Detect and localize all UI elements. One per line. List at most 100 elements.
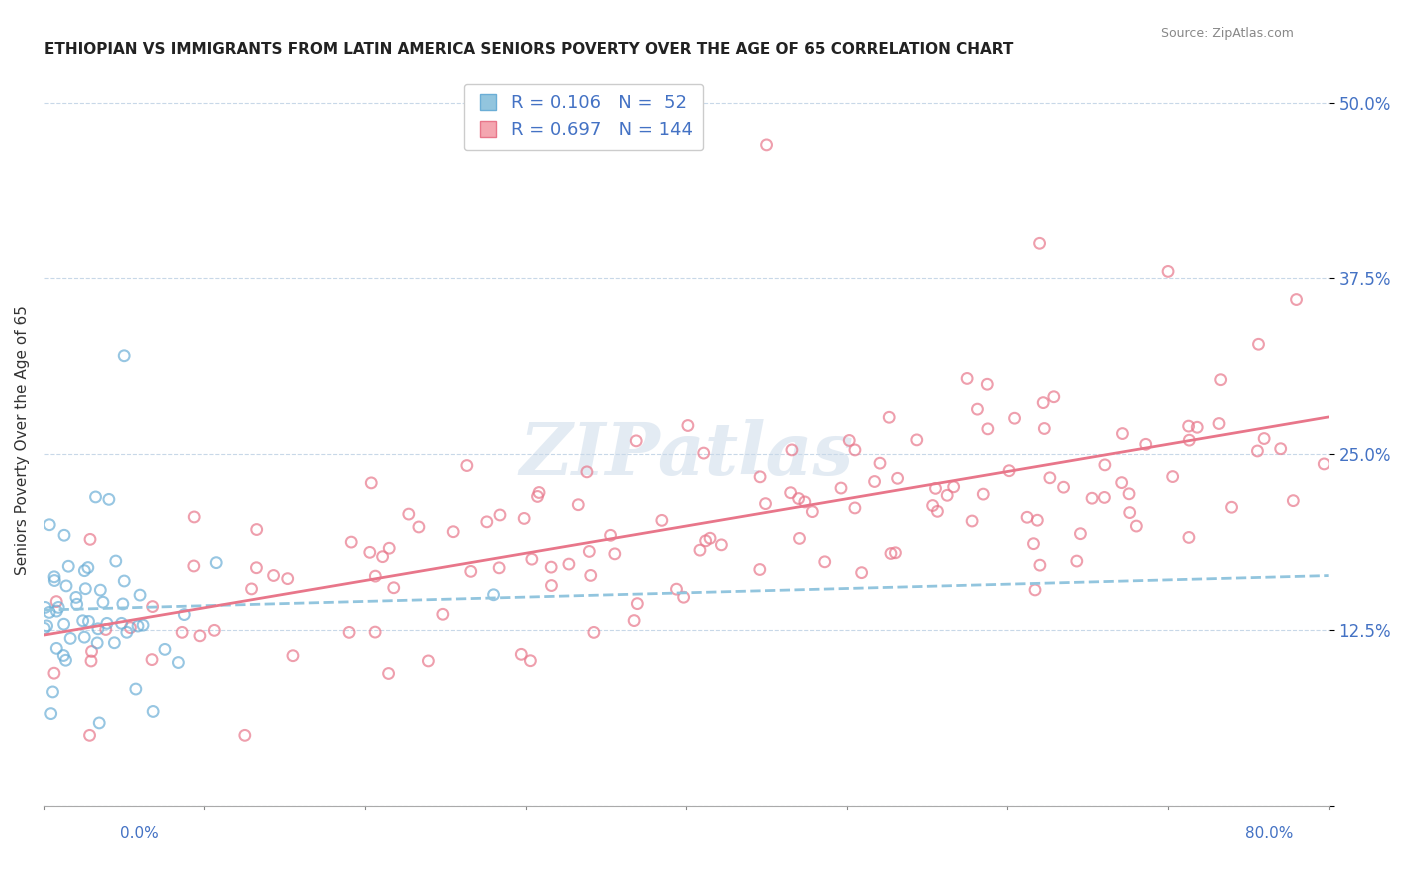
Point	[240, 582, 263, 596]
Point	[1029, 558, 1052, 573]
Point	[142, 599, 165, 614]
Point	[665, 582, 688, 597]
Point	[924, 482, 946, 496]
Point	[1135, 437, 1157, 451]
Point	[408, 520, 430, 534]
Point	[793, 495, 815, 509]
Point	[153, 642, 176, 657]
Point	[1015, 510, 1038, 524]
Point	[1022, 537, 1045, 551]
Point	[42, 570, 65, 584]
Point	[167, 656, 190, 670]
Point	[672, 591, 695, 605]
Point	[1066, 554, 1088, 568]
Point	[125, 681, 148, 696]
Point	[575, 465, 598, 479]
Point	[755, 137, 778, 152]
Point	[510, 648, 533, 662]
Point	[1157, 264, 1180, 278]
Point	[1026, 513, 1049, 527]
Point	[460, 565, 482, 579]
Legend: R = 0.106   N =  52, R = 0.697   N = 144: R = 0.106 N = 52, R = 0.697 N = 144	[464, 84, 703, 151]
Point	[79, 728, 101, 742]
Point	[1253, 432, 1275, 446]
Point	[378, 541, 401, 556]
Point	[1032, 395, 1054, 409]
Point	[844, 500, 866, 515]
Point	[77, 615, 100, 629]
Point	[45, 594, 67, 608]
Point	[371, 549, 394, 564]
Point	[1094, 491, 1116, 505]
Point	[527, 485, 550, 500]
Point	[183, 559, 205, 574]
Point	[364, 569, 387, 583]
Point	[72, 614, 94, 628]
Point	[52, 617, 75, 632]
Point	[45, 604, 67, 618]
Point	[789, 532, 811, 546]
Point	[779, 485, 801, 500]
Point	[38, 517, 60, 532]
Point	[578, 544, 600, 558]
Point	[1285, 293, 1308, 307]
Point	[55, 653, 77, 667]
Point	[1094, 458, 1116, 472]
Point	[132, 618, 155, 632]
Point	[141, 652, 163, 666]
Point	[905, 433, 928, 447]
Point	[880, 546, 903, 560]
Point	[53, 528, 76, 542]
Point	[89, 715, 111, 730]
Point	[754, 497, 776, 511]
Point	[1118, 487, 1140, 501]
Point	[921, 499, 943, 513]
Point	[1178, 530, 1201, 544]
Point	[87, 622, 110, 636]
Point	[886, 471, 908, 485]
Point	[44, 574, 66, 588]
Point	[75, 582, 97, 596]
Point	[111, 597, 134, 611]
Point	[1069, 526, 1091, 541]
Y-axis label: Seniors Poverty Over the Age of 65: Seniors Poverty Over the Age of 65	[15, 305, 30, 575]
Point	[441, 524, 464, 539]
Point	[558, 557, 581, 571]
Point	[1028, 236, 1050, 251]
Point	[1208, 417, 1230, 431]
Point	[1313, 457, 1336, 471]
Point	[1125, 519, 1147, 533]
Point	[104, 554, 127, 568]
Point	[749, 470, 772, 484]
Point	[513, 511, 536, 525]
Point	[39, 706, 62, 721]
Point	[110, 616, 132, 631]
Point	[623, 614, 645, 628]
Point	[34, 600, 56, 615]
Point	[603, 547, 626, 561]
Point	[1004, 411, 1026, 425]
Point	[65, 591, 87, 605]
Point	[488, 561, 510, 575]
Point	[277, 572, 299, 586]
Point	[863, 475, 886, 489]
Point	[432, 607, 454, 622]
Text: ETHIOPIAN VS IMMIGRANTS FROM LATIN AMERICA SENIORS POVERTY OVER THE AGE OF 65 CO: ETHIOPIAN VS IMMIGRANTS FROM LATIN AMERI…	[44, 42, 1014, 57]
Point	[844, 442, 866, 457]
Point	[1220, 500, 1243, 515]
Point	[699, 531, 721, 545]
Point	[520, 552, 543, 566]
Point	[567, 498, 589, 512]
Point	[112, 574, 135, 588]
Point	[202, 624, 225, 638]
Point	[1081, 491, 1104, 506]
Point	[115, 625, 138, 640]
Point	[692, 446, 714, 460]
Point	[55, 579, 77, 593]
Point	[360, 475, 382, 490]
Point	[129, 588, 152, 602]
Point	[1024, 582, 1046, 597]
Point	[599, 528, 621, 542]
Point	[91, 595, 114, 609]
Point	[35, 619, 58, 633]
